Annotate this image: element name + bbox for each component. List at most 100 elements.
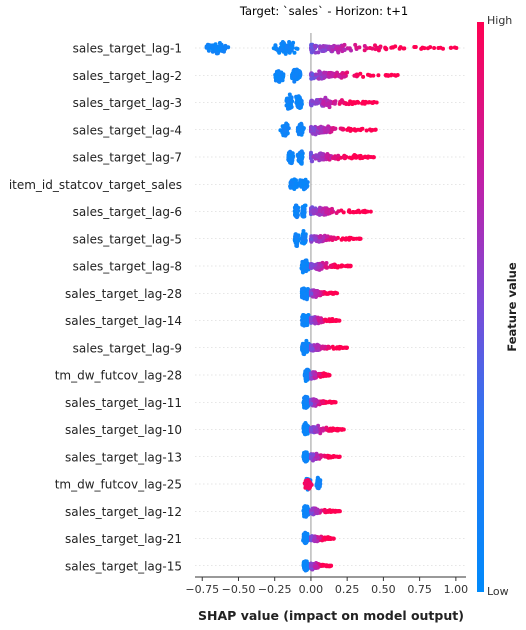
shap-point [333,264,338,269]
shap-point [303,450,308,455]
shap-point [293,212,298,216]
shap-point [324,210,329,215]
shap-point [299,153,304,158]
shap-point [383,46,388,51]
shap-point [362,48,367,53]
shap-point [322,127,326,132]
shap-point [354,72,359,77]
shap-point [348,210,353,215]
shap-point [317,208,322,213]
shap-point [310,346,315,351]
shap-point [324,291,329,296]
chart-title: Target: `sales` - Horizon: t+1 [239,4,408,18]
shap-point [294,237,299,242]
shap-point [310,126,315,130]
shap-point [303,399,308,404]
shap-point [368,209,373,214]
shap-point [346,102,351,107]
shap-point [349,235,353,240]
shap-point [373,43,377,48]
shap-point [324,234,329,239]
shap-point [288,159,293,164]
shap-point [320,152,325,157]
shap-point [302,214,307,219]
shap-point [226,45,231,50]
shap-point [288,149,293,154]
shap-point [359,127,364,132]
shap-point [292,185,297,190]
shap-point [288,104,293,109]
shap-point [354,210,359,215]
shap-point [361,74,366,79]
shap-point [304,426,309,431]
shap-point [354,236,359,241]
shap-point [326,101,331,106]
shap-point [335,291,339,296]
shap-point [317,371,321,376]
shap-point [303,186,308,191]
shap-point [356,127,360,132]
shap-point [371,155,376,160]
data-points [204,40,459,573]
shap-point [320,428,325,433]
shap-point [389,72,394,77]
shap-point [336,153,341,158]
shap-point [436,46,441,50]
shap-point [397,46,402,51]
shap-point [304,262,309,267]
shap-point [373,127,378,132]
shap-point [352,127,357,132]
shap-point [214,51,219,56]
shap-point [309,76,314,81]
shap-point [419,46,424,51]
shap-point [368,155,373,159]
shap-point [298,103,303,108]
shap-point [339,237,344,242]
shap-point [341,127,346,132]
shap-point [300,261,305,266]
shap-point [294,243,299,248]
shap-point [312,44,317,49]
shap-point [311,452,316,457]
shap-point [319,345,324,350]
shap-point [281,75,285,80]
shap-point [313,291,318,296]
shap-point [216,46,221,51]
shap-point [273,43,278,48]
shap-point [311,209,316,214]
shap-point [301,181,306,185]
shap-point [271,46,276,51]
shap-point [274,73,279,78]
shap-point [343,345,347,350]
shap-point [332,235,336,240]
shap-point [283,51,288,56]
shap-point [313,320,318,325]
shap-point [395,73,400,77]
shap-point [303,504,308,509]
shap-point [360,209,365,214]
shap-point [304,259,309,264]
shap-point [330,344,335,349]
shap-point [314,98,319,102]
shap-point [309,150,313,155]
shap-point [336,157,341,162]
shap-point [356,154,361,159]
shap-point [340,264,345,269]
shap-point [363,99,368,104]
shap-point [309,401,314,406]
shap-point [295,152,300,157]
shap-point [300,290,305,295]
shap-point [301,351,306,356]
shap-point [297,75,302,80]
shap-point [322,70,327,75]
shap-point [299,161,304,166]
shap-point [331,428,336,433]
shap-point [339,208,344,213]
shap-point [348,126,353,131]
shap-point [321,101,325,106]
shap-point [317,478,322,483]
shap-point [323,454,328,459]
shap-point [296,98,301,103]
shap-point [428,45,433,50]
